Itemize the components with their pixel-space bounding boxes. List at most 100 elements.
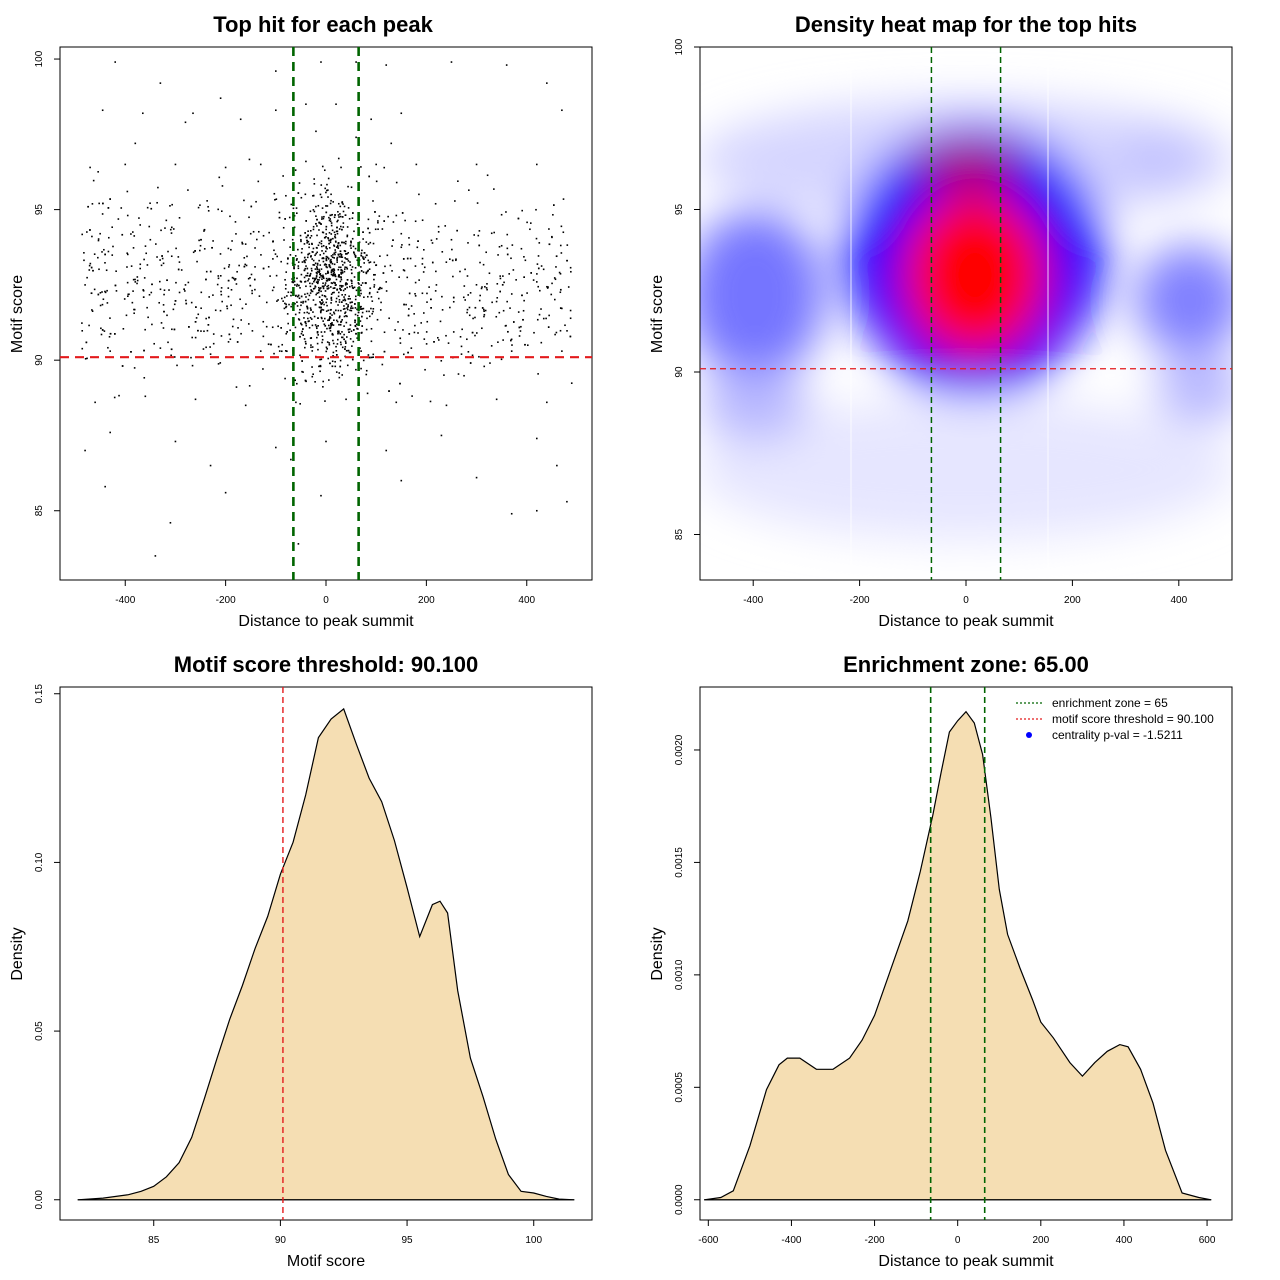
legend-label-threshold: motif score threshold = 90.100: [1052, 712, 1214, 726]
scatter-point: [330, 296, 333, 299]
scatter-point: [335, 278, 338, 281]
scatter-point: [510, 293, 513, 295]
scatter-point: [342, 289, 345, 292]
scatter-point: [340, 343, 342, 346]
scatter-point: [505, 211, 507, 213]
scatter-reference-lines: [60, 47, 592, 580]
scatter-point: [217, 277, 220, 280]
scatter-point: [388, 390, 390, 392]
scatter-point: [496, 283, 499, 285]
scatter-point: [307, 240, 310, 243]
scatter-point: [418, 193, 420, 196]
scatter-point: [88, 269, 91, 271]
scatter-point: [561, 350, 563, 352]
scatter-point: [214, 309, 217, 312]
scatter-point: [160, 322, 163, 324]
scatter-point: [341, 374, 344, 376]
scatter-point: [175, 281, 177, 284]
scatter-point: [121, 365, 124, 367]
scatter-point: [332, 272, 335, 275]
scatter-point: [346, 364, 349, 367]
scatter-point: [316, 262, 319, 265]
scatter-point: [84, 284, 86, 286]
scatter-point: [467, 242, 469, 244]
scatter-point: [98, 268, 100, 271]
scatter-point: [337, 275, 340, 278]
scatter-point: [130, 233, 132, 235]
heatmap-blob-bottom-band: [700, 400, 1232, 540]
scatter-point: [340, 289, 342, 291]
scatter-point: [349, 351, 352, 354]
scatter-point: [485, 251, 487, 254]
scatter-point: [307, 317, 309, 320]
scatter-point: [227, 279, 230, 282]
scatter-point: [302, 371, 304, 373]
scatter-point: [308, 252, 311, 255]
scatter-point: [352, 329, 355, 331]
scatter-point: [200, 291, 203, 294]
scatter-point: [395, 181, 398, 184]
scatter-point: [343, 338, 345, 341]
scatter-point: [414, 281, 417, 284]
scatter-point: [452, 296, 455, 299]
scatter-point: [319, 287, 322, 289]
scatter-point: [276, 255, 278, 258]
scatter-point: [512, 269, 515, 271]
scatter-point: [337, 330, 340, 333]
legend: enrichment zone = 65 motif score thresho…: [1016, 696, 1214, 742]
scatter-point: [283, 239, 285, 241]
scatter-point: [411, 395, 413, 397]
scatter-point: [372, 310, 374, 313]
scatter-point: [268, 231, 270, 234]
scatter-point: [318, 296, 321, 298]
scatter-point: [212, 333, 215, 335]
scatter-point: [234, 278, 237, 280]
scatter-point: [316, 331, 319, 333]
scatter-point: [320, 358, 323, 361]
scatter-point: [383, 350, 386, 353]
scatter-point: [346, 226, 349, 228]
scatter-point: [325, 440, 327, 443]
scatter-point: [349, 324, 352, 326]
scatter-point: [355, 323, 358, 326]
scatter-point: [295, 401, 297, 404]
scatter-point: [497, 254, 499, 256]
scatter-point: [228, 333, 231, 336]
scatter-point: [180, 269, 183, 271]
scatter-point: [365, 373, 368, 376]
scatter-point: [185, 302, 188, 305]
scatter-point: [478, 355, 480, 358]
scatter-y-label: Motif score: [9, 275, 26, 353]
scatter-point: [365, 241, 368, 243]
scatter-point: [449, 306, 451, 309]
scatter-point: [296, 301, 298, 303]
scatter-point: [431, 242, 434, 244]
scatter-point: [315, 277, 318, 279]
scatter-point: [97, 239, 100, 242]
score-density-x-tick-label: 95: [402, 1235, 414, 1246]
scatter-point: [380, 287, 383, 290]
scatter-point: [311, 350, 314, 352]
scatter-point: [437, 225, 440, 228]
scatter-point: [430, 307, 432, 309]
scatter-point: [350, 305, 353, 307]
scatter-point: [408, 243, 411, 246]
scatter-point: [187, 189, 189, 191]
scatter-point: [310, 234, 313, 237]
scatter-point: [241, 242, 244, 245]
scatter-point: [333, 263, 336, 266]
scatter-point: [87, 205, 89, 208]
scatter-point: [136, 276, 139, 278]
scatter-point: [316, 218, 318, 221]
scatter-point: [333, 281, 335, 284]
scatter-point: [342, 264, 344, 266]
scatter-point: [321, 245, 323, 248]
scatter-point: [328, 343, 331, 346]
scatter-point: [183, 288, 185, 291]
scatter-point: [406, 276, 409, 279]
scatter-point: [294, 313, 297, 316]
scatter-point: [203, 248, 206, 250]
scatter-point: [327, 284, 330, 287]
scatter-point: [302, 302, 304, 304]
